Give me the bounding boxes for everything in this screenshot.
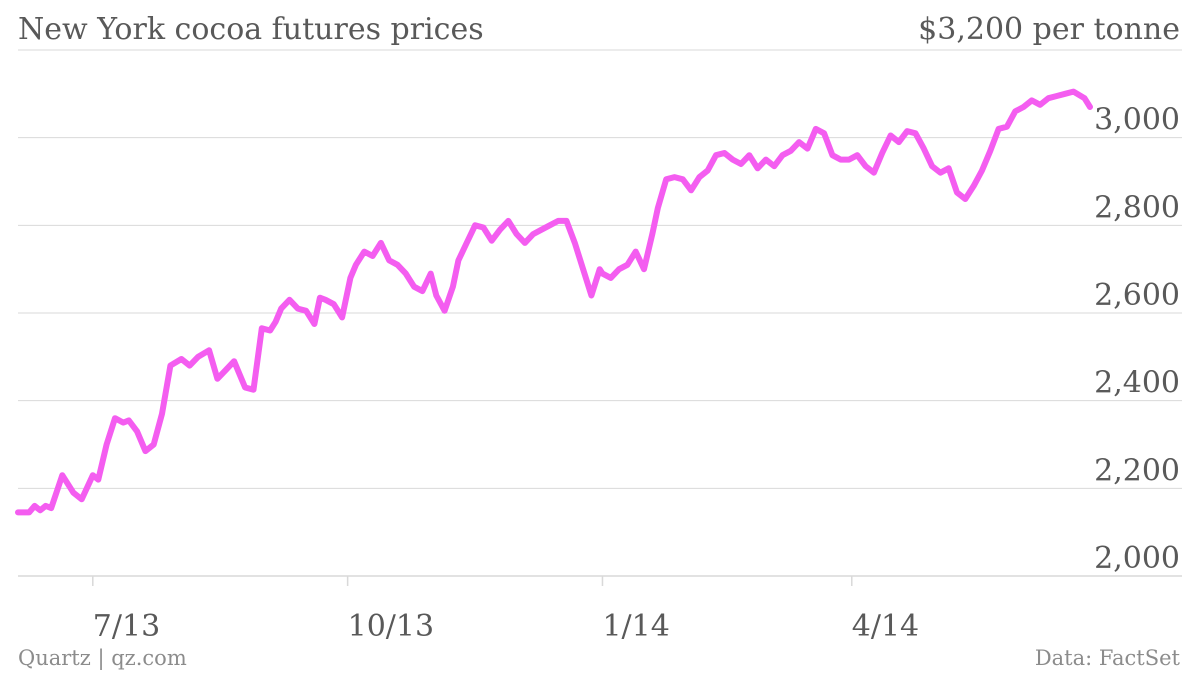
x-axis-ticks: 7/13 10/13 1/14 4/14 bbox=[92, 576, 919, 644]
x-tick-label: 4/14 bbox=[852, 609, 919, 644]
source-credit: Quartz | qz.com bbox=[18, 646, 187, 670]
x-tick-label: 7/13 bbox=[93, 609, 160, 644]
y-tick-label: 2,400 bbox=[1094, 366, 1180, 401]
top-axis-unit-label: $3,200 per tonne bbox=[918, 12, 1180, 47]
chart-title: New York cocoa futures prices bbox=[18, 12, 484, 47]
y-tick-label: 2,800 bbox=[1094, 190, 1180, 225]
y-tick-label: 2,200 bbox=[1094, 453, 1180, 488]
price-series-line bbox=[15, 88, 1093, 516]
y-tick-label: 3,000 bbox=[1094, 103, 1180, 138]
gridlines bbox=[18, 49, 1182, 577]
y-tick-label: 2,600 bbox=[1094, 278, 1180, 313]
data-source: Data: FactSet bbox=[1034, 646, 1180, 670]
x-tick-label: 1/14 bbox=[602, 609, 669, 644]
x-tick-label: 10/13 bbox=[348, 609, 434, 644]
y-tick-label: 2,000 bbox=[1094, 541, 1180, 576]
y-axis-ticks: 2,000 2,200 2,400 2,600 2,800 3,000 bbox=[1094, 103, 1180, 576]
